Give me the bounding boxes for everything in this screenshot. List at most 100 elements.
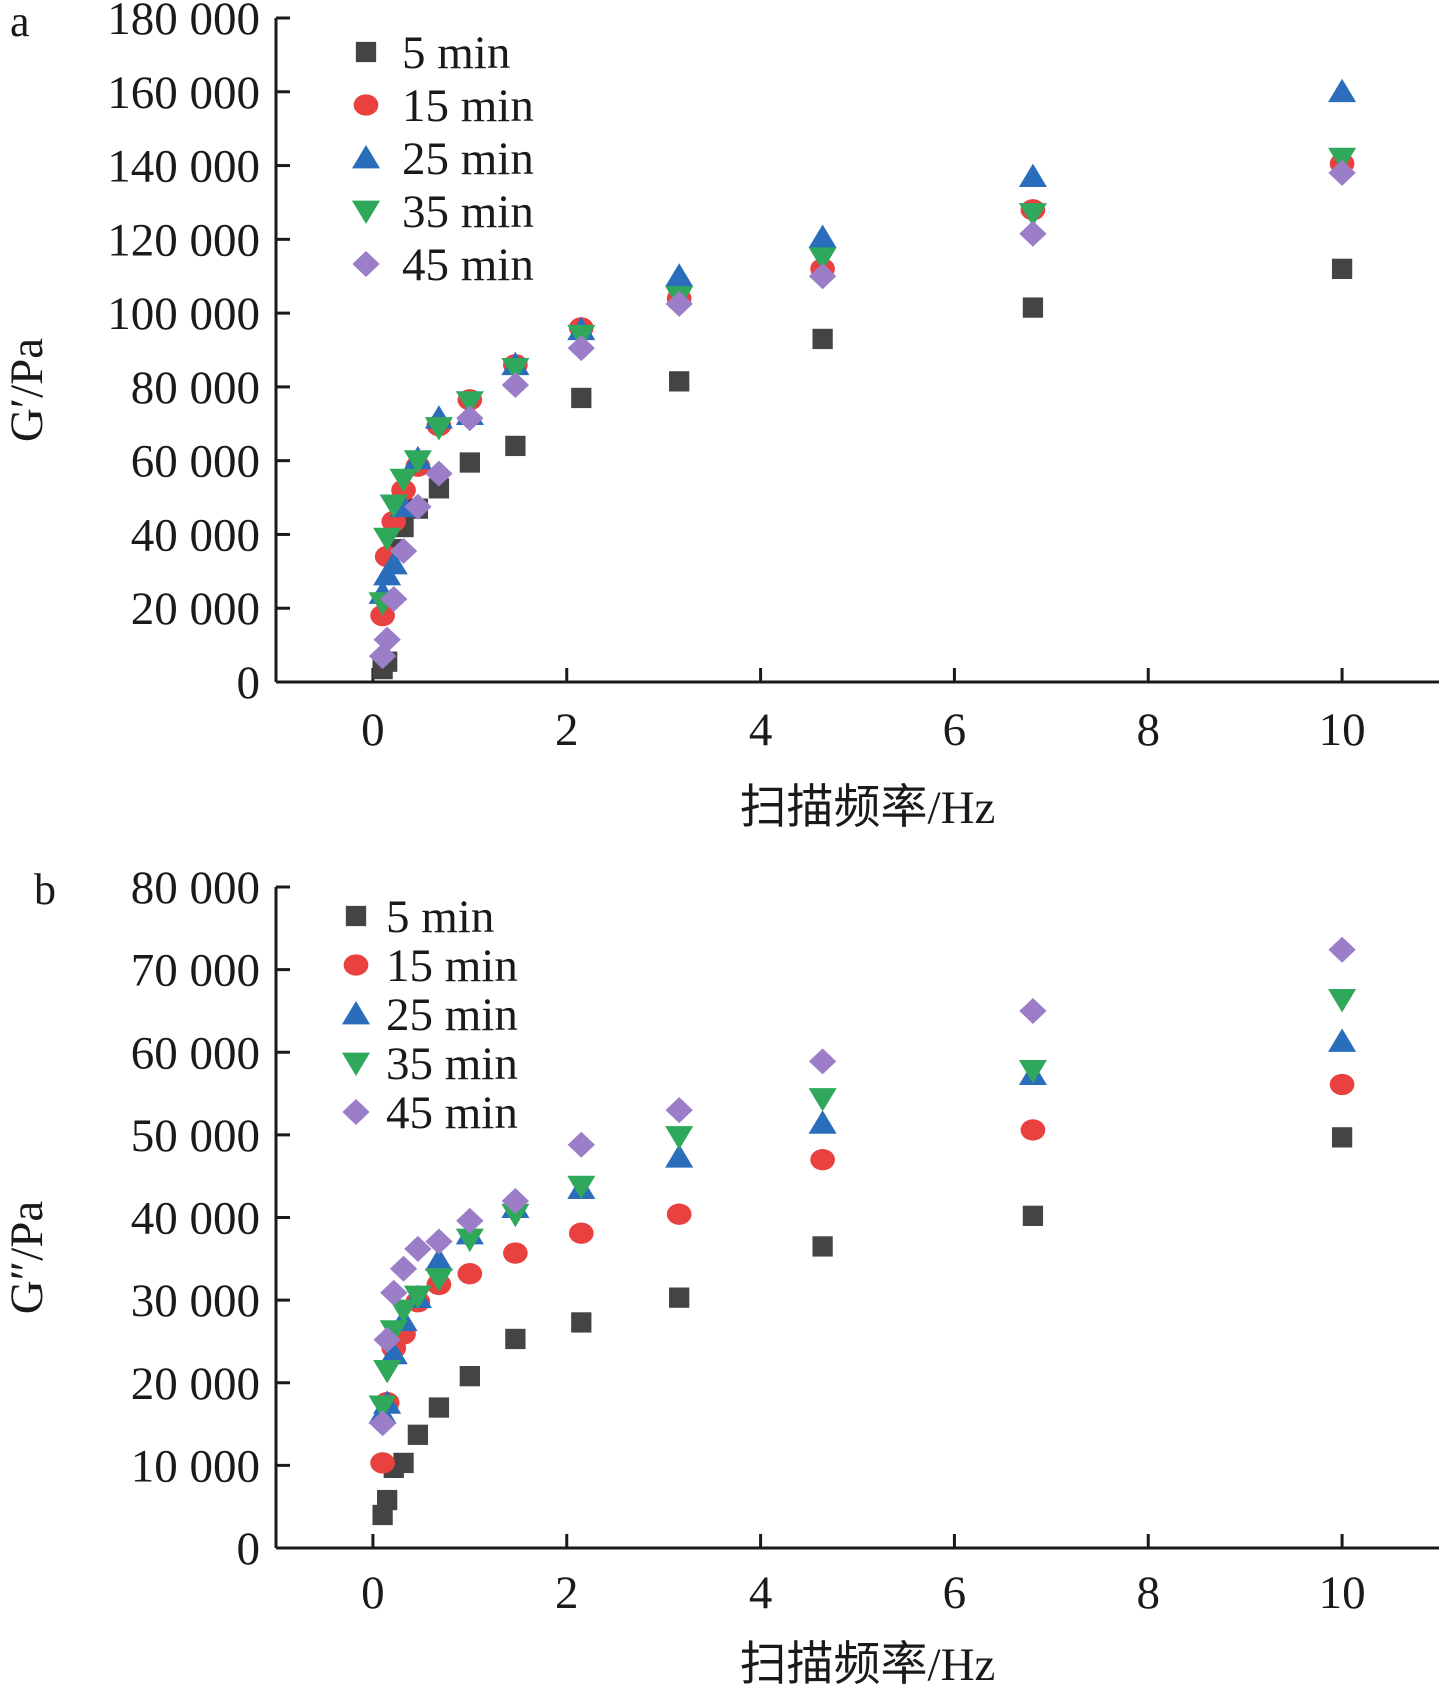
data-point	[666, 1203, 692, 1225]
y-tick-label: 20 000	[131, 1358, 260, 1410]
data-point	[403, 450, 432, 474]
legend-label: 5 min	[402, 27, 510, 79]
data-point	[1331, 258, 1353, 279]
data-point	[1022, 1205, 1044, 1226]
x-tick-label: 10	[1319, 704, 1366, 756]
x-tick-label: 6	[943, 1567, 967, 1619]
data-point	[665, 1097, 693, 1124]
legend-marker	[342, 1099, 370, 1125]
y-tick-label: 120 000	[107, 214, 260, 266]
data-point	[1018, 203, 1047, 227]
data-point	[456, 1207, 484, 1234]
x-tick-label: 2	[555, 1567, 579, 1619]
data-point	[380, 586, 408, 612]
data-point	[424, 1247, 453, 1271]
data-point	[389, 468, 418, 493]
data-point	[389, 1255, 418, 1282]
data-point	[389, 538, 418, 565]
data-point	[571, 1312, 592, 1333]
legend-label: 15 min	[402, 80, 534, 132]
series-35-min	[368, 147, 1357, 616]
x-tick-label: 10	[1319, 1567, 1366, 1619]
data-point	[425, 460, 453, 487]
x-axis-title: 扫描频率/Hz	[740, 782, 996, 834]
data-point	[379, 494, 408, 518]
data-point	[1328, 1028, 1357, 1052]
legend-label: 35 min	[386, 1038, 518, 1090]
data-point	[1020, 1119, 1046, 1141]
data-point	[567, 1131, 595, 1158]
data-point	[428, 1397, 450, 1418]
data-point	[1328, 147, 1357, 172]
data-point	[379, 1320, 408, 1344]
data-point	[808, 1110, 837, 1134]
legend-label: 25 min	[402, 133, 534, 185]
data-point	[455, 391, 484, 415]
data-point	[1022, 297, 1044, 318]
data-point	[368, 1410, 397, 1437]
legend-marker	[353, 94, 379, 116]
data-point	[505, 1328, 526, 1350]
data-point	[379, 1340, 408, 1365]
data-point	[459, 1366, 480, 1387]
data-point	[373, 626, 401, 653]
legend-label: 45 min	[386, 1087, 518, 1139]
data-point	[501, 358, 530, 382]
x-axis-title: 扫描频率/Hz	[740, 1639, 996, 1686]
data-point	[1328, 159, 1356, 186]
legend-marker	[343, 954, 369, 976]
x-tick-label: 0	[361, 1567, 385, 1619]
data-point	[665, 1144, 694, 1168]
data-point	[455, 1228, 484, 1252]
data-point	[456, 405, 484, 432]
x-tick-label: 2	[555, 704, 579, 756]
series-45-min	[368, 159, 1356, 670]
data-point	[808, 1048, 837, 1075]
data-point	[424, 417, 453, 441]
data-point	[1328, 936, 1356, 963]
legend-label: 5 min	[386, 891, 494, 943]
data-point	[665, 290, 693, 317]
y-tick-label: 40 000	[131, 1193, 260, 1245]
data-point	[404, 1235, 432, 1262]
legend-marker	[345, 905, 367, 927]
x-tick-label: 4	[749, 1567, 773, 1619]
x-tick-label: 8	[1137, 1567, 1161, 1619]
data-point	[428, 478, 450, 499]
data-point	[457, 1263, 483, 1285]
series-5-min	[372, 1127, 1353, 1526]
data-point	[1329, 1073, 1355, 1096]
data-point	[505, 435, 526, 457]
data-point	[501, 1203, 530, 1228]
panel-label: a	[10, 0, 30, 46]
data-point	[1331, 1127, 1353, 1148]
data-point	[1328, 988, 1357, 1013]
data-point	[669, 1287, 690, 1308]
data-point	[501, 1187, 530, 1214]
y-tick-label: 140 000	[107, 141, 260, 193]
y-tick-label: 40 000	[131, 509, 260, 561]
y-tick-label: 80 000	[131, 362, 260, 414]
series-5-min	[372, 258, 1353, 680]
data-point	[808, 247, 837, 271]
data-point	[669, 371, 690, 392]
y-tick-label: 30 000	[131, 1275, 260, 1327]
data-point	[389, 1299, 418, 1324]
data-point	[1019, 220, 1047, 247]
data-point	[380, 1279, 408, 1306]
y-tick-label: 20 000	[131, 583, 260, 635]
data-point	[407, 1424, 429, 1445]
x-tick-label: 0	[361, 704, 385, 756]
data-point	[404, 493, 432, 520]
legend-marker	[341, 1001, 371, 1025]
legend-marker	[351, 200, 381, 224]
data-point	[1018, 1060, 1047, 1084]
data-point	[368, 1395, 397, 1419]
x-tick-label: 6	[943, 704, 967, 756]
y-tick-label: 60 000	[131, 1027, 260, 1079]
legend-marker	[355, 41, 377, 63]
data-point	[1328, 78, 1357, 103]
legend-label: 45 min	[402, 239, 534, 291]
